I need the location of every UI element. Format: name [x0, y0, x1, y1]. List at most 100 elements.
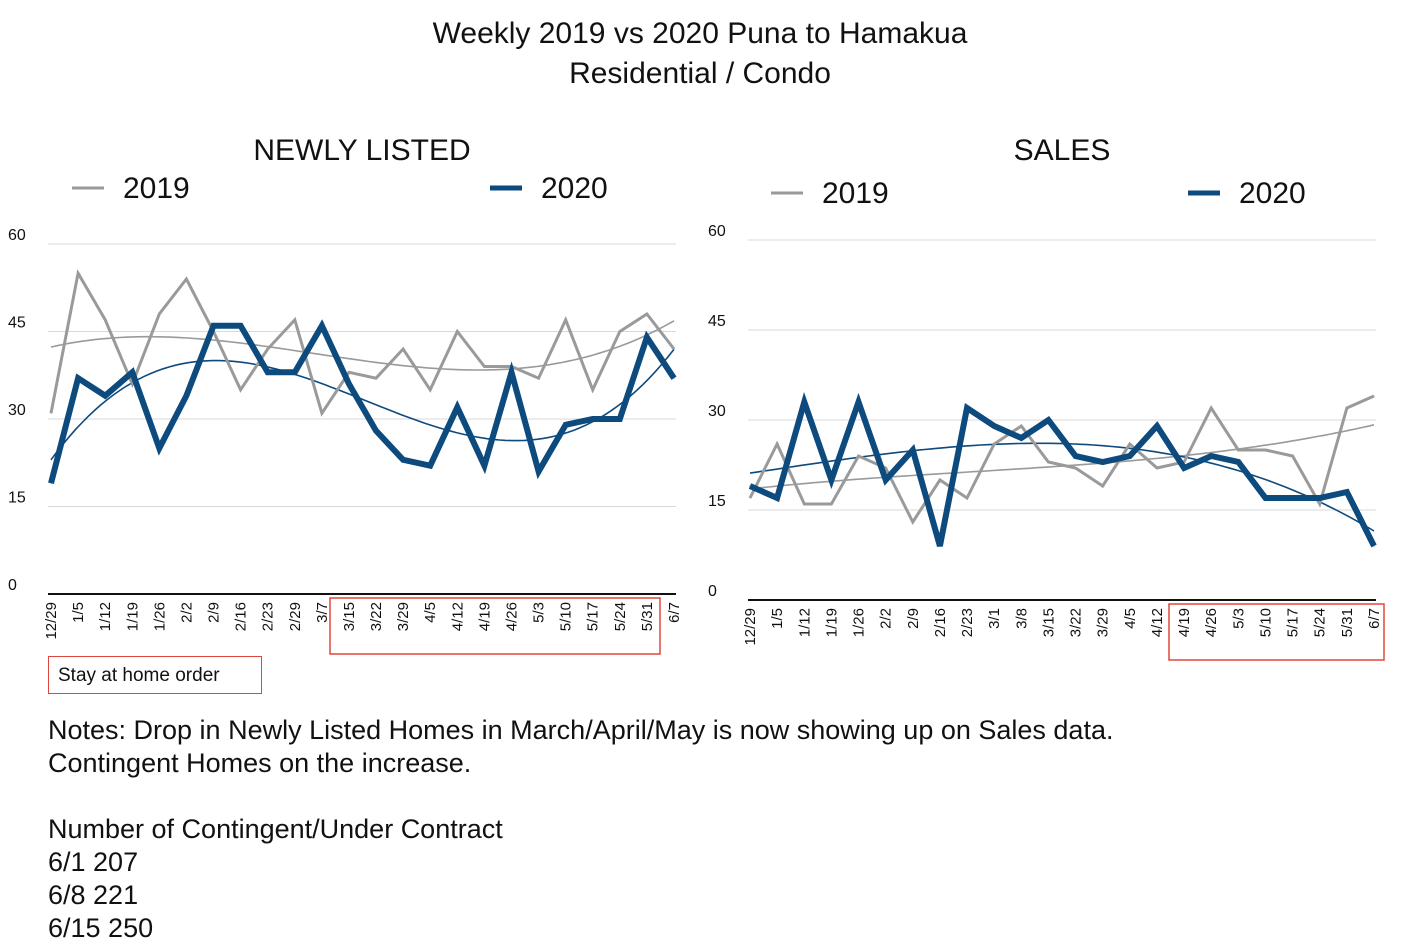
x-tick-label: 4/26	[1203, 608, 1220, 637]
y-tick-label: 30	[8, 402, 26, 419]
data-point	[375, 430, 377, 432]
data-point	[565, 424, 567, 426]
data-point	[830, 479, 832, 481]
data-point	[619, 331, 621, 332]
x-tick-label: 3/8	[1013, 608, 1030, 629]
data-point	[1156, 467, 1158, 469]
data-point	[592, 389, 594, 391]
data-point	[1237, 461, 1239, 463]
data-point	[1346, 491, 1348, 493]
data-point	[185, 395, 187, 397]
data-point	[104, 319, 106, 321]
series-line-2020	[748, 392, 1377, 548]
series-line-2019	[748, 394, 1375, 526]
data-point	[321, 412, 323, 414]
x-tick-label: 2/23	[959, 608, 976, 637]
y-tick-label: 45	[8, 315, 26, 332]
y-tick-label: 0	[708, 583, 717, 600]
data-point	[749, 497, 751, 499]
data-point	[456, 406, 458, 408]
legend-label: 2020	[1239, 177, 1306, 210]
x-tick-label: 5/24	[1312, 608, 1329, 637]
x-tick-label: 2/16	[932, 608, 949, 637]
y-tick-label: 15	[8, 490, 26, 507]
data-point	[104, 395, 106, 397]
x-tick-label: 5/3	[531, 602, 548, 623]
y-tick-label: 15	[708, 493, 726, 510]
x-tick-label: 2/23	[260, 602, 277, 631]
data-point	[429, 389, 431, 391]
x-tick-label: 5/31	[1339, 608, 1356, 637]
x-tick-label: 1/5	[70, 602, 87, 623]
x-tick-label: 5/10	[558, 602, 575, 631]
x-tick-label: 3/22	[368, 602, 385, 631]
x-tick-label: 5/31	[639, 602, 656, 631]
x-tick-label: 3/7	[314, 602, 331, 623]
x-tick-label: 12/29	[43, 602, 60, 640]
x-tick-label: 2/2	[878, 608, 895, 629]
trendline-2020	[50, 348, 675, 461]
data-point	[158, 447, 160, 449]
chart-title: NEWLY LISTED	[253, 134, 470, 167]
data-point	[267, 348, 269, 350]
data-point	[1075, 455, 1077, 457]
x-tick-label: 2/16	[233, 602, 250, 631]
chart-title: SALES	[1014, 134, 1111, 167]
data-point	[348, 383, 350, 385]
data-point	[912, 449, 914, 451]
data-point	[77, 377, 79, 379]
data-point	[1129, 443, 1131, 445]
data-point	[1319, 503, 1321, 505]
x-tick-label: 6/7	[1366, 608, 1383, 629]
x-tick-label: 1/26	[151, 602, 168, 631]
series-line-2020	[48, 319, 677, 484]
data-point	[131, 371, 133, 373]
x-tick-label: 2/29	[287, 602, 304, 631]
y-tick-label: 60	[708, 223, 726, 240]
x-tick-label: 4/12	[449, 602, 466, 631]
legend-label: 2020	[541, 172, 608, 205]
x-tick-label: 1/12	[97, 602, 114, 631]
data-point	[1346, 407, 1348, 409]
title-line-1: Weekly 2019 vs 2020 Puna to Hamakua	[432, 17, 968, 50]
data-point	[483, 465, 485, 467]
data-point	[565, 319, 567, 321]
trendline-2020	[749, 442, 1375, 532]
notes-line-2: Contingent Homes on the increase.	[48, 748, 472, 778]
x-tick-label: 4/12	[1149, 608, 1166, 637]
x-tick-label: 3/22	[1068, 608, 1085, 637]
data-point	[50, 482, 52, 484]
x-tick-label: 4/5	[1122, 608, 1139, 629]
data-point	[1373, 395, 1375, 397]
data-point	[1129, 455, 1131, 457]
data-point	[1047, 419, 1049, 421]
contingent-heading: Number of Contingent/Under Contract	[48, 814, 503, 844]
legend-label: 2019	[822, 177, 889, 210]
data-point	[294, 371, 296, 373]
contingent-row: 6/15 250	[48, 913, 154, 943]
x-tick-label: 2/2	[178, 602, 195, 623]
data-point	[1020, 425, 1022, 427]
x-tick-label: 5/24	[612, 602, 629, 631]
newly-listed-chart: NEWLY LISTED 2019 2020 0 15 30 45 60 12/29 1/5 1/1…	[8, 134, 683, 655]
x-tick-label: 6/7	[666, 602, 683, 623]
x-tick-label: 1/26	[851, 608, 868, 637]
data-point	[1292, 497, 1294, 499]
data-point	[749, 485, 751, 487]
highlight-box	[1168, 603, 1385, 661]
data-point	[510, 371, 512, 373]
data-point	[1102, 485, 1104, 487]
data-point	[1156, 425, 1158, 427]
data-point	[294, 319, 296, 321]
data-point	[673, 377, 675, 379]
data-point	[158, 313, 160, 315]
x-tick-label: 3/29	[1095, 608, 1112, 637]
stay-at-home-label: Stay at home order	[48, 656, 262, 694]
data-point	[966, 407, 968, 409]
data-point	[1102, 461, 1104, 463]
data-point	[429, 465, 431, 467]
x-tick-label: 1/5	[769, 608, 786, 629]
x-tick-label: 4/5	[422, 602, 439, 623]
data-point	[1264, 449, 1266, 451]
